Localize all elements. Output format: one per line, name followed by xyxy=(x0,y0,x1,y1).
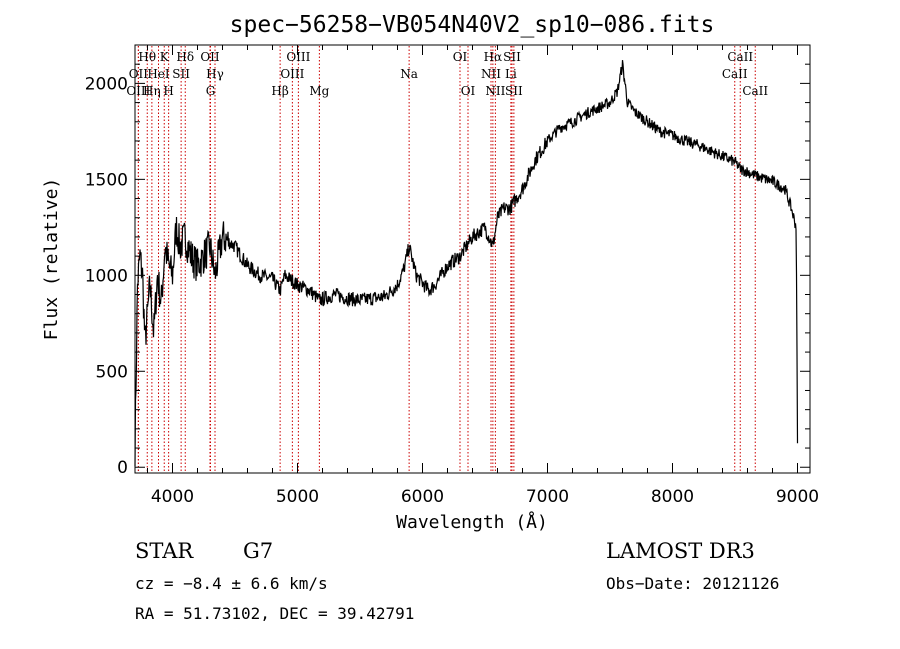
line-label: OI xyxy=(453,50,468,64)
line-label: Li xyxy=(505,67,517,81)
line-label: OIII xyxy=(126,84,150,98)
x-tick-label: 9000 xyxy=(776,487,819,507)
line-label: K xyxy=(160,50,170,64)
line-label: Hη xyxy=(143,84,161,98)
line-label: SII xyxy=(172,67,190,81)
redshift-info: cz = −8.4 ± 6.6 km/s xyxy=(135,574,328,593)
line-label: OIII xyxy=(286,50,310,64)
line-label: Mg xyxy=(309,84,329,98)
line-label: G xyxy=(206,84,216,98)
x-tick-label: 7000 xyxy=(526,487,569,507)
y-axis-label: Flux (relative) xyxy=(41,178,62,341)
line-label: CaII xyxy=(722,67,748,81)
line-label: H xyxy=(163,84,173,98)
line-label: Hθ xyxy=(138,50,156,64)
x-tick-label: 8000 xyxy=(651,487,694,507)
line-markers xyxy=(137,46,756,472)
line-label: Hα xyxy=(484,50,503,64)
observation-date: Obs−Date: 20121126 xyxy=(606,574,779,593)
chart-title: spec−56258−VB054N40V2_sp10−086.fits xyxy=(230,12,715,38)
y-tick-label: 1500 xyxy=(85,170,128,190)
line-label: Hγ xyxy=(206,67,224,81)
line-label: Hβ xyxy=(271,84,288,98)
line-label: NII xyxy=(481,67,501,81)
line-label: OIII xyxy=(280,67,304,81)
x-tick-label: 4000 xyxy=(151,487,194,507)
line-label: SII xyxy=(503,50,521,64)
line-label: HeI xyxy=(147,67,170,81)
x-axis-label: Wavelength (Å) xyxy=(396,511,548,533)
y-axis-ticks: 0 500 1000 1500 2000 xyxy=(85,63,810,478)
line-label: NII xyxy=(485,84,505,98)
line-label: Na xyxy=(400,67,418,81)
line-label: Hδ xyxy=(176,50,194,64)
spectrum-line xyxy=(134,60,799,467)
y-tick-label: 500 xyxy=(96,362,128,382)
plot-frame xyxy=(134,44,811,474)
y-tick-label: 0 xyxy=(117,458,128,478)
object-class: STAR xyxy=(135,539,194,563)
x-axis-ticks: 4000 5000 6000 7000 8000 9000 xyxy=(147,45,819,507)
y-tick-label: 1000 xyxy=(85,266,128,286)
line-label: CaII xyxy=(742,84,768,98)
line-label: OII xyxy=(200,50,220,64)
x-tick-label: 5000 xyxy=(276,487,319,507)
survey-name: LAMOST DR3 xyxy=(606,539,755,563)
line-label: OII xyxy=(129,67,149,81)
line-label: SII xyxy=(505,84,523,98)
object-subclass: G7 xyxy=(243,539,273,563)
line-label: OI xyxy=(461,84,476,98)
line-label: CaII xyxy=(727,50,753,64)
y-tick-label: 2000 xyxy=(85,74,128,94)
x-tick-label: 6000 xyxy=(401,487,444,507)
coordinates: RA = 51.73102, DEC = 39.42791 xyxy=(135,604,414,623)
